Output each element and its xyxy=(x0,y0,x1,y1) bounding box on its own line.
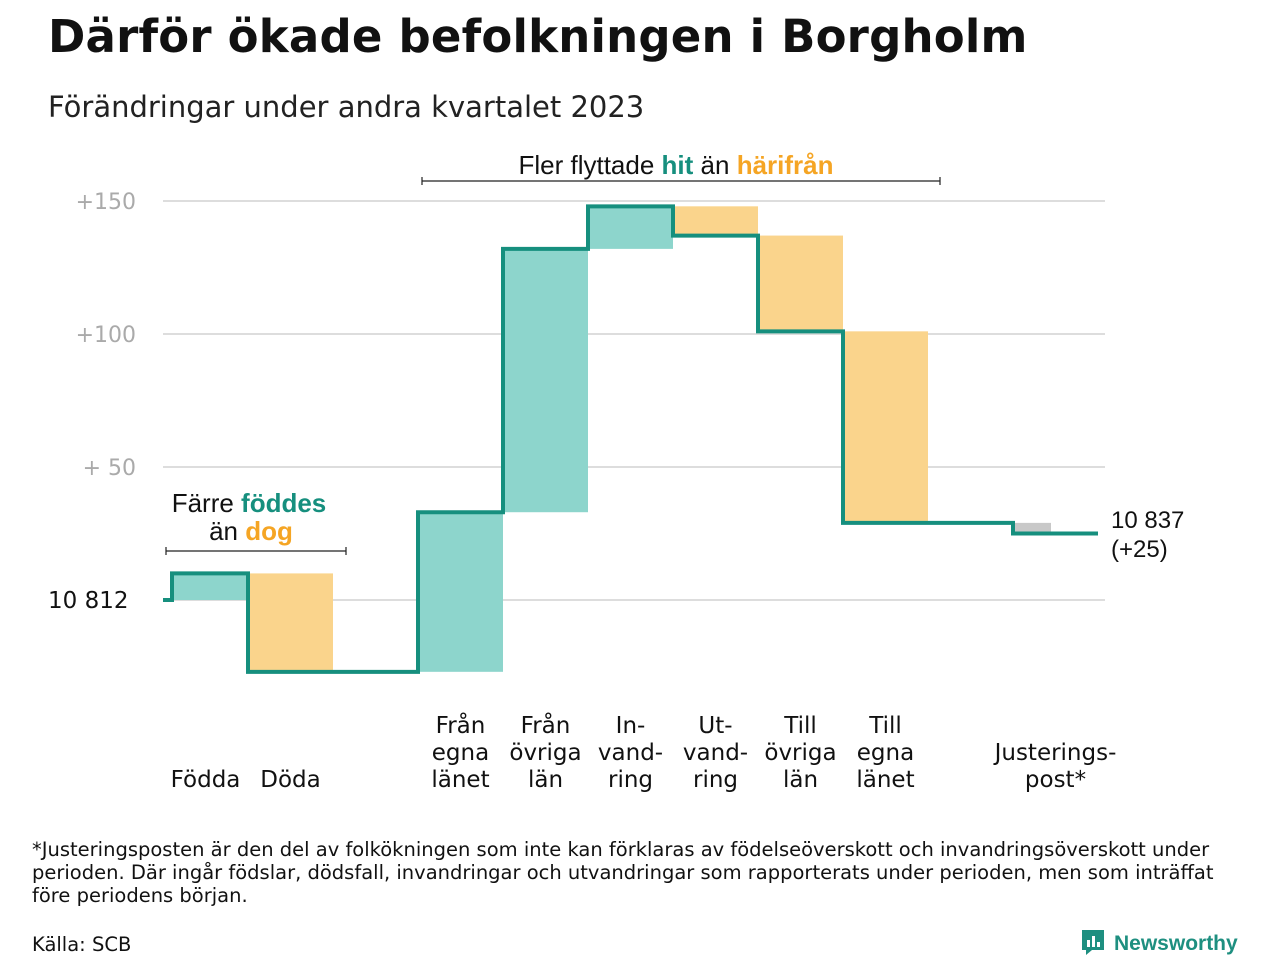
x-label-invandring: ring xyxy=(608,767,653,793)
x-label-fodda: Födda xyxy=(171,767,241,793)
grid-layer xyxy=(163,200,1105,601)
source-text: Källa: SCB xyxy=(32,933,132,956)
x-label-till_ovriga: län xyxy=(783,767,818,793)
x-label-justering: Justerings- xyxy=(993,740,1117,766)
x-label-fran_egna: länet xyxy=(431,767,489,793)
population-step-line xyxy=(163,204,1098,674)
x-label-justering: post* xyxy=(1025,767,1086,793)
page-title: Därför ökade befolkningen i Borgholm xyxy=(48,10,1028,63)
x-label-till_egna: länet xyxy=(856,767,914,793)
end-label: 10 837 xyxy=(1111,507,1184,534)
x-label-utvandring: Ut- xyxy=(698,713,732,739)
x-label-till_ovriga: Till xyxy=(783,713,817,739)
end-label: (+25) xyxy=(1111,536,1168,563)
x-label-invandring: vand- xyxy=(598,740,663,766)
baseline-label: 10 812 xyxy=(48,588,128,614)
x-label-utvandring: vand- xyxy=(683,740,748,766)
bar-till_egna xyxy=(843,331,928,523)
bar-till_ovriga xyxy=(758,235,843,332)
bar-utvandring xyxy=(673,206,758,236)
x-label-invandring: In- xyxy=(616,713,646,739)
annotation-births-line1: Färre föddes xyxy=(172,488,327,518)
x-label-till_egna: egna xyxy=(857,740,914,766)
y-tick-label: +100 xyxy=(76,323,136,348)
x-label-utvandring: ring xyxy=(693,767,738,793)
line-layer xyxy=(163,204,1098,674)
bar-layer xyxy=(172,206,1051,672)
x-label-fran_egna: Från xyxy=(436,711,486,739)
x-label-fran_ovriga: län xyxy=(528,767,563,793)
bar-fodda xyxy=(172,573,248,600)
x-label-fran_egna: egna xyxy=(432,740,489,766)
x-label-till_ovriga: övriga xyxy=(764,740,836,766)
bar-fran_egna xyxy=(418,512,503,672)
annotation-moves: Fler flyttade hit än härifrån xyxy=(518,150,833,180)
bar-invandring xyxy=(588,206,673,249)
newsworthy-logo-icon xyxy=(1080,928,1106,960)
x-label-doda: Döda xyxy=(260,767,320,793)
annotation-births-line2: än dog xyxy=(209,516,293,546)
page-subtitle: Förändringar under andra kvartalet 2023 xyxy=(48,90,645,124)
y-tick-label: + 50 xyxy=(83,456,136,481)
brand-name: Newsworthy xyxy=(1114,932,1238,955)
footnote: *Justeringsposten är den del av folkökni… xyxy=(32,838,1214,907)
x-label-till_egna: Till xyxy=(868,713,902,739)
bar-justering xyxy=(1013,522,1051,534)
bar-fran_ovriga xyxy=(503,248,588,513)
x-label-fran_ovriga: Från xyxy=(521,711,571,739)
y-tick-label: +150 xyxy=(76,190,136,215)
x-label-fran_ovriga: övriga xyxy=(509,740,581,766)
bar-doda xyxy=(248,573,333,672)
brand: Newsworthy xyxy=(1080,928,1238,960)
